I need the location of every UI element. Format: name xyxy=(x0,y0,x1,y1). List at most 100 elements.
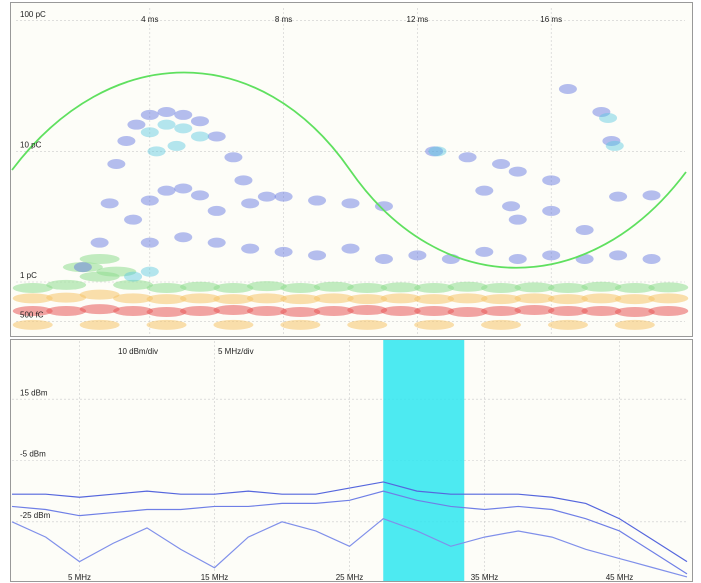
data-point xyxy=(12,305,53,316)
data-point xyxy=(79,304,120,315)
data-point xyxy=(146,294,187,305)
data-point xyxy=(140,109,159,120)
data-point xyxy=(313,281,354,292)
data-point xyxy=(609,250,628,261)
y-tick-label: 100 pC xyxy=(20,10,46,19)
data-point xyxy=(642,190,661,201)
data-point xyxy=(508,214,527,225)
data-point xyxy=(447,293,488,304)
data-point xyxy=(481,294,522,305)
data-point xyxy=(414,305,455,316)
data-point xyxy=(174,232,193,243)
data-point xyxy=(280,306,321,317)
spectrum-trace xyxy=(11,518,688,578)
data-point xyxy=(514,293,555,304)
data-point xyxy=(213,305,254,316)
data-point xyxy=(274,246,293,257)
data-point xyxy=(475,246,494,257)
data-point xyxy=(179,293,220,304)
data-point xyxy=(374,201,393,212)
data-point xyxy=(113,293,154,304)
data-point xyxy=(280,282,321,293)
data-point xyxy=(581,293,622,304)
data-point xyxy=(447,306,488,317)
data-point xyxy=(140,127,159,138)
x-tick-label: 8 ms xyxy=(275,15,292,24)
phase-reference xyxy=(11,71,687,269)
data-point xyxy=(313,293,354,304)
x-tick-label: 35 MHz xyxy=(471,573,499,582)
data-point xyxy=(547,305,588,316)
data-point xyxy=(558,83,577,94)
data-point xyxy=(124,271,143,282)
y-tick-label: 500 fC xyxy=(20,310,44,319)
x-tick-label: 4 ms xyxy=(141,15,158,24)
x-tick-label: 25 MHz xyxy=(336,573,364,582)
data-point xyxy=(341,243,360,254)
y-tick-label: -25 dBm xyxy=(20,511,51,520)
data-point xyxy=(96,266,137,277)
data-point xyxy=(146,282,187,293)
data-point xyxy=(614,319,655,330)
data-point xyxy=(308,195,327,206)
data-point xyxy=(79,319,120,330)
data-point xyxy=(117,135,136,146)
data-point xyxy=(648,305,689,316)
data-point xyxy=(508,253,527,264)
data-point xyxy=(648,293,689,304)
data-point xyxy=(575,225,594,236)
data-point xyxy=(308,250,327,261)
data-point xyxy=(46,292,87,303)
data-point xyxy=(274,191,293,202)
data-point xyxy=(246,305,287,316)
data-point xyxy=(140,237,159,248)
data-point xyxy=(140,195,159,206)
data-point xyxy=(514,305,555,316)
data-point xyxy=(207,131,226,142)
data-point xyxy=(224,152,243,163)
data-point xyxy=(408,250,427,261)
data-point xyxy=(547,294,588,305)
data-point xyxy=(605,140,624,151)
data-point xyxy=(79,289,120,300)
data-point xyxy=(234,175,253,186)
data-point xyxy=(157,185,176,196)
data-point xyxy=(581,305,622,316)
data-point xyxy=(190,190,209,201)
data-point xyxy=(313,305,354,316)
annotation: 5 MHz/div xyxy=(218,347,254,356)
data-point xyxy=(508,166,527,177)
spectrum-trace xyxy=(11,490,688,575)
data-point xyxy=(127,119,146,130)
data-point xyxy=(213,294,254,305)
data-point xyxy=(174,109,193,120)
data-point xyxy=(447,281,488,292)
data-point xyxy=(481,305,522,316)
data-point xyxy=(12,319,53,330)
data-point xyxy=(12,293,53,304)
data-point xyxy=(547,282,588,293)
data-point xyxy=(190,131,209,142)
data-point xyxy=(46,305,87,316)
data-point xyxy=(62,262,103,273)
data-point xyxy=(280,294,321,305)
data-point xyxy=(146,319,187,330)
spectrum-trace xyxy=(12,481,688,563)
annotation: 10 dBm/div xyxy=(118,347,158,356)
data-point xyxy=(347,282,388,293)
data-point xyxy=(502,201,521,212)
data-point xyxy=(174,183,193,194)
y-tick-label: 1 pC xyxy=(20,271,37,280)
data-point xyxy=(599,112,618,123)
data-point xyxy=(492,158,511,169)
data-point xyxy=(280,319,321,330)
x-tick-label: 5 MHz xyxy=(68,573,91,582)
data-point xyxy=(614,294,655,305)
data-point xyxy=(581,281,622,292)
data-point xyxy=(113,305,154,316)
highlight-band xyxy=(383,340,465,581)
data-point xyxy=(380,305,421,316)
data-point xyxy=(514,282,555,293)
data-point xyxy=(380,293,421,304)
data-point xyxy=(146,306,187,317)
